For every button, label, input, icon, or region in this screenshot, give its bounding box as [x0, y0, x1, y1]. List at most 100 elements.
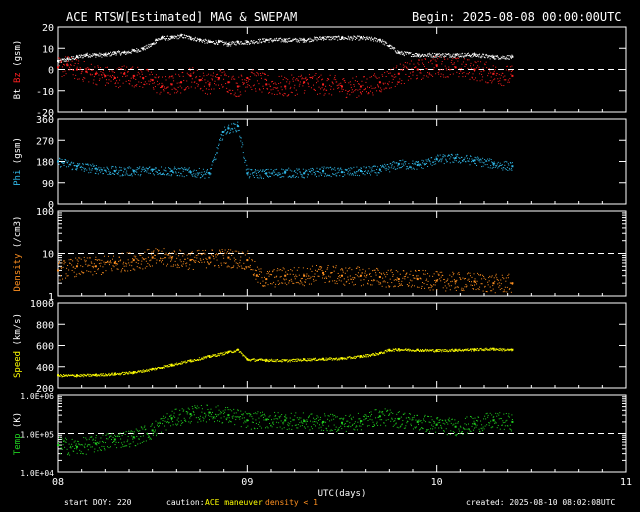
data-point [368, 354, 370, 356]
data-point [332, 82, 334, 84]
data-point [236, 82, 238, 84]
data-point [308, 170, 310, 172]
data-point [131, 67, 133, 69]
data-point [76, 54, 78, 56]
data-point [170, 265, 172, 267]
data-point [145, 370, 147, 372]
data-point [195, 254, 197, 256]
data-point [344, 284, 346, 286]
data-point [157, 77, 159, 79]
data-point [375, 40, 377, 42]
data-point [201, 261, 203, 263]
data-point [265, 361, 267, 363]
data-point [68, 60, 70, 62]
data-point [305, 279, 307, 281]
data-point [417, 348, 419, 350]
data-point [418, 286, 420, 288]
data-point [242, 43, 244, 45]
data-point [93, 165, 95, 167]
data-point [370, 354, 372, 356]
data-point [86, 373, 88, 375]
data-point [220, 137, 222, 139]
data-point [430, 60, 432, 62]
data-point [275, 276, 277, 278]
data-point [300, 278, 302, 280]
data-point [385, 42, 387, 44]
data-point [149, 172, 151, 174]
data-point [84, 168, 86, 170]
data-point [482, 53, 484, 55]
data-point [305, 360, 307, 362]
data-point [79, 67, 81, 69]
data-point [197, 39, 199, 41]
data-point [425, 349, 427, 351]
data-point [374, 73, 376, 75]
data-point [207, 80, 209, 82]
data-point [272, 39, 274, 41]
data-point [375, 352, 377, 354]
data-point [168, 92, 170, 94]
data-point [482, 290, 484, 292]
data-point [342, 271, 344, 273]
data-point [267, 168, 269, 170]
data-point [272, 171, 274, 173]
data-point [219, 139, 221, 141]
data-point [381, 41, 383, 43]
data-point [386, 42, 388, 44]
data-point [57, 160, 59, 163]
data-point [163, 172, 165, 174]
data-point [119, 372, 121, 374]
data-point [146, 249, 148, 251]
data-point [454, 425, 457, 428]
data-point [80, 258, 82, 260]
data-point [482, 165, 484, 167]
data-point [334, 36, 336, 38]
data-point [179, 36, 181, 38]
data-point [236, 130, 238, 132]
data-point [297, 80, 299, 82]
data-point [454, 350, 456, 352]
data-point [310, 283, 312, 285]
data-point [347, 35, 349, 37]
data-point [505, 57, 507, 59]
data-point [434, 55, 436, 57]
data-point [455, 58, 457, 60]
data-point [430, 163, 432, 165]
data-point [452, 55, 454, 57]
data-point [156, 368, 158, 370]
data-point [490, 347, 492, 349]
data-point [188, 35, 190, 37]
data-point [82, 55, 84, 57]
data-point [461, 63, 463, 65]
data-point [74, 58, 76, 60]
data-point [498, 74, 500, 76]
data-point [278, 172, 280, 174]
data-point [348, 174, 350, 176]
data-point [196, 37, 198, 39]
data-point [110, 75, 112, 77]
data-point [74, 375, 76, 377]
data-point [491, 80, 493, 82]
data-point [376, 267, 378, 269]
data-point [223, 44, 225, 46]
data-point [163, 263, 165, 265]
data-point [441, 274, 443, 276]
data-point [126, 75, 128, 77]
data-point [115, 260, 117, 262]
data-point [366, 86, 368, 88]
data-point [393, 349, 395, 351]
data-point [327, 264, 329, 266]
data-point [300, 173, 302, 175]
data-point [243, 156, 245, 158]
data-point [195, 77, 197, 79]
data-point [321, 166, 323, 168]
data-point [341, 274, 343, 277]
data-point [246, 358, 249, 361]
data-point [342, 89, 344, 91]
data-point [341, 35, 343, 37]
data-point [398, 283, 400, 285]
data-point [71, 57, 73, 59]
data-point [379, 352, 381, 354]
data-point [231, 123, 233, 125]
data-point [148, 249, 150, 251]
